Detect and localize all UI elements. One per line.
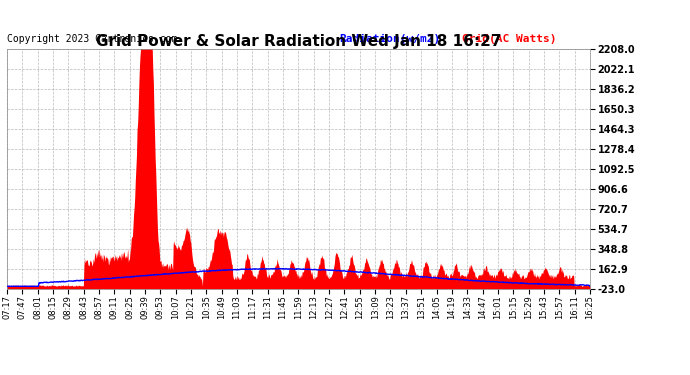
Text: Radiation(w/m2): Radiation(w/m2)	[339, 34, 440, 44]
Text: Copyright 2023 Cartronics.com: Copyright 2023 Cartronics.com	[7, 34, 177, 44]
Title: Grid Power & Solar Radiation Wed Jan 18 16:27: Grid Power & Solar Radiation Wed Jan 18 …	[96, 34, 501, 49]
Text: Grid(AC Watts): Grid(AC Watts)	[462, 34, 556, 44]
